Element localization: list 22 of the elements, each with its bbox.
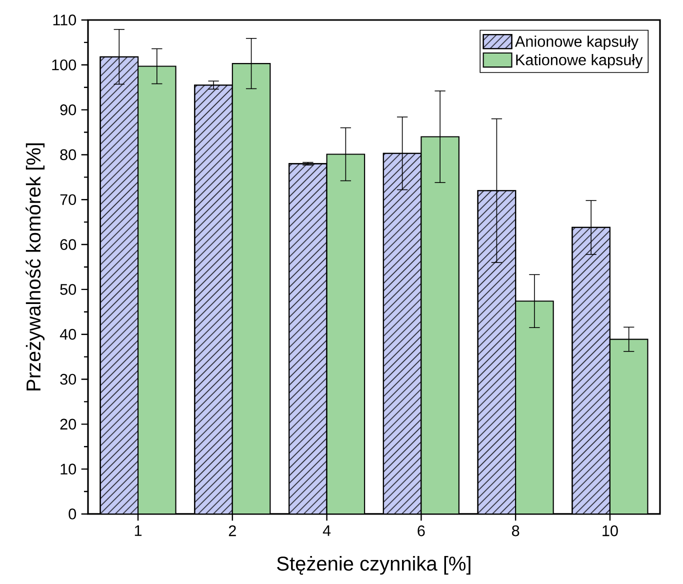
legend-label: Anionowe kapsuły	[514, 36, 638, 50]
y-tick-label: 60	[60, 239, 76, 250]
y-tick-label: 110	[53, 14, 76, 26]
y-tick-label: 40	[60, 328, 76, 340]
y-tick-label: 100	[52, 59, 76, 70]
y-tick-label: 30	[60, 374, 76, 385]
y-tick-label: 20	[60, 418, 76, 430]
legend-label: Kationowe kapsuły	[516, 54, 643, 68]
y-tick-label: 0	[68, 508, 76, 520]
x-tick-label: 2	[228, 525, 236, 536]
x-tick-label: 1	[134, 525, 142, 536]
x-tick-label: 10	[602, 525, 618, 536]
y-tick-label: 70	[60, 194, 76, 206]
x-tick-label: 6	[418, 525, 425, 536]
x-tick-label: 8	[512, 525, 520, 536]
x-axis-title: Stężenie czynnika [%]	[277, 556, 470, 575]
y-axis-title: Przeżywalność komórek [%]	[26, 143, 45, 390]
y-tick-label: 10	[60, 464, 76, 474]
y-tick-label: 50	[60, 284, 76, 295]
x-tick-label: 4	[322, 525, 331, 536]
y-tick-label: 90	[60, 104, 76, 116]
y-tick-label: 80	[60, 149, 76, 160]
